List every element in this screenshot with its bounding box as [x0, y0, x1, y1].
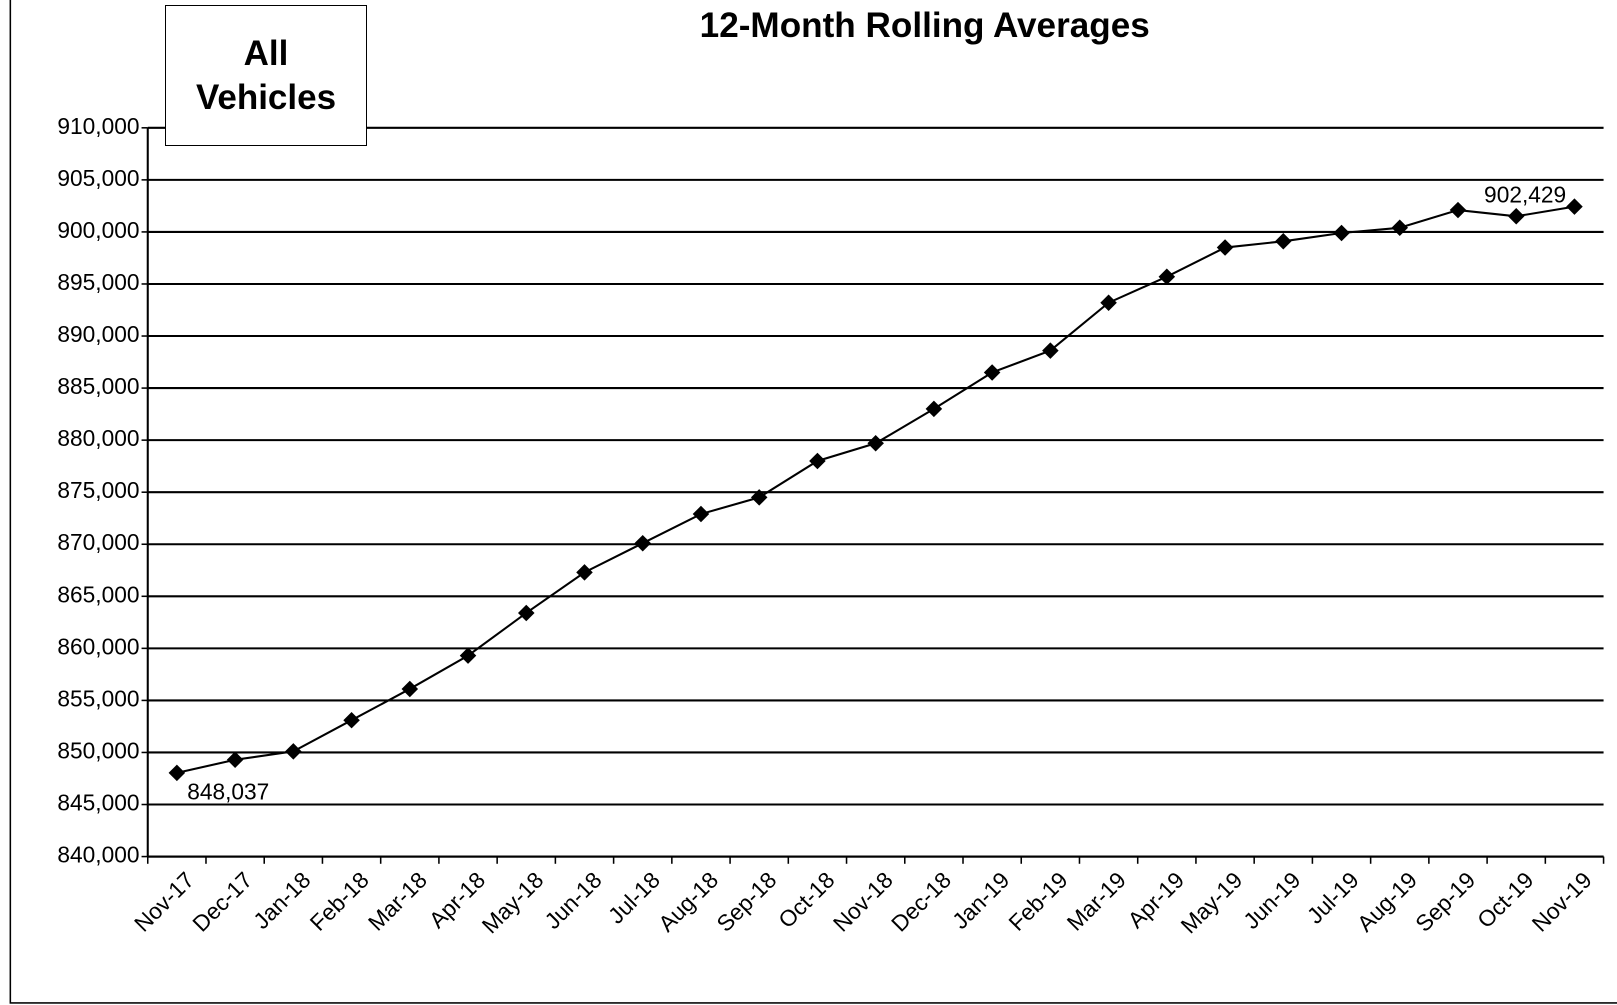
x-tick-label: May-19: [1175, 867, 1247, 939]
x-tick-label: Jun-18: [539, 867, 607, 934]
y-tick-label: 885,000: [57, 373, 139, 399]
x-tick-label: Feb-19: [1003, 867, 1072, 936]
data-point: [692, 505, 710, 523]
data-point: [285, 743, 302, 760]
data-point: [809, 452, 826, 470]
x-tick-label: Dec-17: [187, 867, 257, 937]
x-tick-label: Dec-18: [886, 867, 956, 937]
y-tick-label: 895,000: [57, 269, 139, 295]
data-point: [576, 564, 593, 581]
data-point: [343, 711, 360, 729]
x-tick-label: Aug-18: [653, 867, 723, 937]
y-tick-label: 890,000: [57, 321, 139, 347]
data-point: [459, 647, 477, 664]
y-tick-label: 900,000: [57, 217, 139, 243]
data-point: [1216, 239, 1234, 256]
data-label: 902,429: [1484, 181, 1566, 207]
x-tick-label: Sep-18: [711, 867, 781, 937]
x-tick-label: Mar-18: [363, 867, 432, 936]
data-point: [867, 435, 884, 452]
data-point: [925, 400, 943, 418]
chart-border: [9, 0, 1617, 1004]
x-tick-label: Oct-19: [1472, 867, 1539, 933]
y-tick-label: 855,000: [57, 685, 139, 711]
y-tick-label: 845,000: [57, 790, 139, 816]
x-tick-label: Feb-18: [305, 867, 374, 936]
y-tick-label: 850,000: [57, 737, 139, 763]
x-tick-label: Sep-19: [1410, 867, 1480, 937]
data-point: [983, 364, 1001, 381]
data-label: 848,037: [187, 779, 269, 805]
x-tick-label: Oct-18: [773, 867, 840, 933]
y-tick-label: 910,000: [57, 113, 139, 139]
x-tick-label: Jun-19: [1238, 867, 1306, 934]
data-line: [176, 205, 1575, 774]
data-point: [1158, 268, 1176, 285]
data-point: [401, 680, 419, 698]
data-point: [1100, 294, 1117, 311]
y-tick-label: 865,000: [57, 581, 139, 607]
data-point: [1507, 208, 1525, 225]
data-point: [1391, 219, 1409, 237]
x-tick-label: Mar-19: [1062, 867, 1131, 936]
x-tick-label: Aug-19: [1352, 867, 1422, 937]
data-point: [517, 604, 535, 622]
data-point: [1449, 201, 1467, 219]
y-tick-label: 860,000: [57, 633, 139, 659]
x-tick-label: Jan-18: [248, 867, 316, 934]
y-tick-label: 875,000: [57, 477, 139, 503]
data-point: [1333, 224, 1350, 242]
x-tick-label: Nov-19: [1527, 867, 1597, 937]
x-tick-label: Nov-18: [828, 867, 898, 937]
data-point: [168, 764, 186, 782]
y-tick-label: 840,000: [57, 842, 139, 868]
data-point: [226, 751, 244, 768]
y-tick-label: 905,000: [57, 165, 139, 191]
data-point: [634, 534, 651, 552]
annotation-box: All Vehicles: [165, 5, 367, 146]
chart-title: 12-Month Rolling Averages: [700, 6, 1150, 45]
data-point: [1566, 198, 1583, 215]
x-tick-label: Jan-19: [947, 867, 1015, 934]
data-point: [1275, 233, 1292, 250]
data-point: [1042, 342, 1059, 359]
x-tick-label: Nov-17: [129, 867, 199, 937]
x-tick-label: May-18: [477, 867, 549, 939]
y-tick-label: 870,000: [57, 529, 139, 555]
y-tick-label: 880,000: [57, 425, 139, 451]
